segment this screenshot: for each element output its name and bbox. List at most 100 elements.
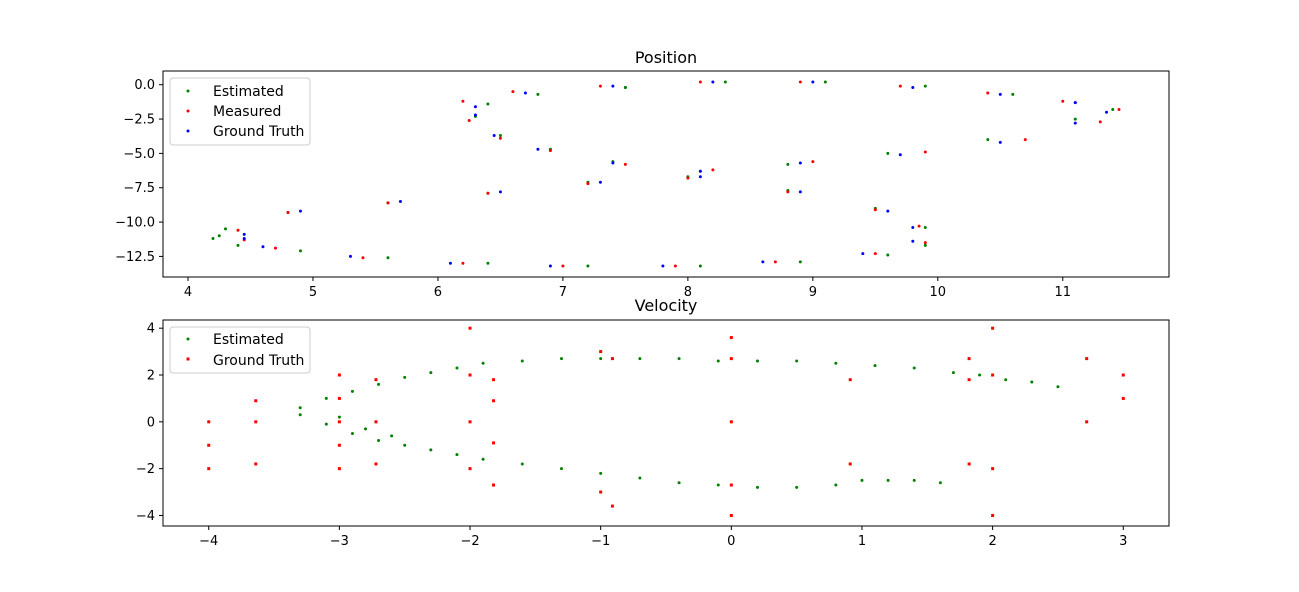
velocity-point-estimated: [377, 439, 381, 443]
position-point-ground-truth: [398, 199, 402, 203]
position-point-ground-truth: [492, 134, 496, 138]
position-point-estimated: [536, 92, 540, 96]
velocity-y-tick-label: 0: [147, 415, 155, 430]
velocity-point-estimated: [795, 359, 799, 363]
velocity-point-ground-truth: [492, 378, 496, 382]
position-point-estimated: [486, 261, 490, 265]
position-point-ground-truth: [536, 147, 540, 151]
position-point-ground-truth: [261, 245, 265, 249]
position-point-ground-truth: [448, 261, 452, 265]
velocity-point-estimated: [677, 357, 681, 361]
position-point-estimated: [986, 138, 990, 142]
position-point-measured: [917, 224, 921, 228]
position-point-estimated: [223, 227, 227, 231]
position-point-ground-truth: [548, 264, 552, 268]
position-point-ground-truth: [1073, 121, 1077, 125]
position-legend-marker-measured: [186, 109, 190, 113]
velocity-point-estimated: [638, 476, 642, 480]
velocity-point-estimated: [429, 371, 433, 375]
position-point-measured: [873, 252, 877, 256]
position-point-estimated: [698, 264, 702, 268]
position-point-measured: [798, 80, 802, 84]
position-point-measured: [786, 190, 790, 194]
position-point-measured: [773, 260, 777, 264]
position-point-measured: [873, 208, 877, 212]
position-y-axis: 0.0 −2.5 −5.0 −7.5 −10.0 −12.5: [115, 78, 163, 265]
position-point-measured: [1098, 120, 1102, 124]
velocity-y-tick-label: −2: [136, 462, 155, 477]
velocity-y-tick-label: 4: [147, 322, 155, 337]
position-point-ground-truth: [473, 105, 477, 109]
velocity-point-estimated: [364, 427, 368, 431]
position-point-ground-truth: [523, 91, 527, 95]
position-point-estimated: [486, 102, 490, 106]
position-point-estimated: [823, 80, 827, 84]
position-point-measured: [461, 261, 465, 265]
position-point-ground-truth: [611, 84, 615, 88]
position-point-ground-truth: [998, 92, 1002, 96]
position-x-tick-label: 7: [559, 285, 567, 300]
velocity-x-axis: −4 −3 −2 −1 0 1 2 3: [199, 526, 1127, 549]
velocity-point-estimated: [716, 483, 720, 487]
position-point-estimated: [886, 151, 890, 155]
position-point-measured: [811, 160, 815, 164]
position-point-ground-truth: [911, 239, 915, 243]
velocity-point-estimated: [298, 413, 302, 417]
velocity-point-estimated: [337, 415, 341, 419]
position-point-estimated: [623, 85, 627, 89]
velocity-point-estimated: [795, 485, 799, 489]
position-y-tick-label: 0.0: [134, 78, 155, 93]
position-point-measured: [711, 168, 715, 172]
position-point-measured: [273, 246, 277, 250]
velocity-point-estimated: [755, 359, 759, 363]
position-plot: Position 4 5 6 7 8 9 10 11 0.0 −2.5 −5.0 −7.5 −10.0…: [115, 48, 1170, 300]
velocity-point-estimated: [912, 478, 916, 482]
position-title: Position: [635, 48, 697, 67]
velocity-point-ground-truth: [991, 326, 995, 330]
position-point-measured: [623, 162, 627, 166]
position-point-measured: [1023, 138, 1027, 142]
position-point-ground-truth: [611, 161, 615, 165]
velocity-point-estimated: [298, 406, 302, 410]
position-x-tick-label: 9: [809, 285, 817, 300]
velocity-point-ground-truth: [729, 483, 733, 487]
position-x-tick-label: 5: [309, 285, 317, 300]
position-point-estimated: [498, 134, 502, 138]
position-point-estimated: [211, 237, 215, 241]
position-point-measured: [286, 210, 290, 214]
position-point-measured: [361, 256, 365, 260]
velocity-point-ground-truth: [207, 420, 211, 424]
velocity-point-estimated: [559, 467, 563, 471]
velocity-point-ground-truth: [610, 504, 614, 508]
velocity-point-ground-truth: [337, 396, 341, 400]
velocity-point-ground-truth: [254, 420, 258, 424]
position-point-ground-truth: [698, 175, 702, 179]
velocity-point-ground-truth: [967, 357, 971, 361]
position-point-ground-truth: [911, 226, 915, 230]
velocity-point-ground-truth: [254, 462, 258, 466]
position-y-tick-label: −10.0: [115, 216, 155, 231]
velocity-point-ground-truth: [374, 420, 378, 424]
position-point-ground-truth: [1073, 101, 1077, 105]
velocity-point-ground-truth: [967, 378, 971, 382]
velocity-point-ground-truth: [468, 420, 472, 424]
velocity-point-estimated: [390, 434, 394, 438]
velocity-point-estimated: [481, 457, 485, 461]
position-point-estimated: [723, 80, 727, 84]
velocity-point-ground-truth: [991, 373, 995, 377]
velocity-point-ground-truth: [468, 373, 472, 377]
position-legend-marker-estimated: [186, 89, 190, 93]
position-point-ground-truth: [811, 80, 815, 84]
position-plot-area: [162, 70, 1170, 278]
position-point-measured: [586, 182, 590, 186]
position-x-tick-label: 10: [930, 285, 947, 300]
velocity-point-ground-truth: [729, 336, 733, 340]
position-point-measured: [467, 118, 471, 122]
velocity-point-estimated: [860, 478, 864, 482]
position-point-measured: [461, 99, 465, 103]
position-point-estimated: [1111, 107, 1115, 111]
velocity-legend-label-estimated: Estimated: [213, 332, 284, 348]
position-point-measured: [923, 150, 927, 154]
position-point-ground-truth: [761, 260, 765, 264]
velocity-point-ground-truth: [848, 462, 852, 466]
